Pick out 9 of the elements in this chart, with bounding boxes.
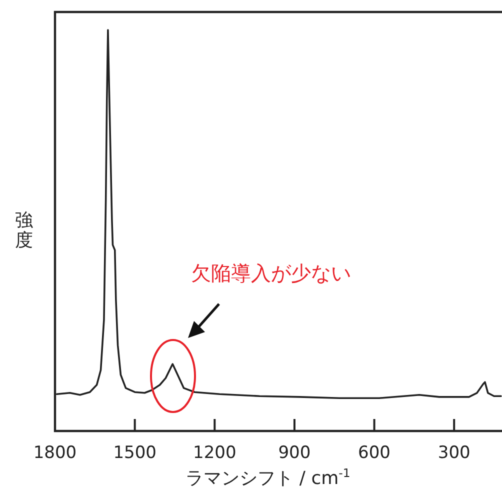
- x-tick-label: 300: [438, 443, 470, 463]
- x-tick-label: 1800: [33, 443, 77, 463]
- x-axis-title: ラマンシフト / cm$^{-1}$: [186, 466, 350, 489]
- x-tick-label: 600: [358, 443, 391, 463]
- x-tick-label: 1500: [113, 443, 156, 463]
- x-tick-label: 1200: [193, 443, 236, 463]
- annotation: 欠陥導入が少ない: [191, 261, 351, 285]
- x-tick-label: 900: [278, 443, 311, 463]
- y-axis-title: 強度: [15, 210, 33, 251]
